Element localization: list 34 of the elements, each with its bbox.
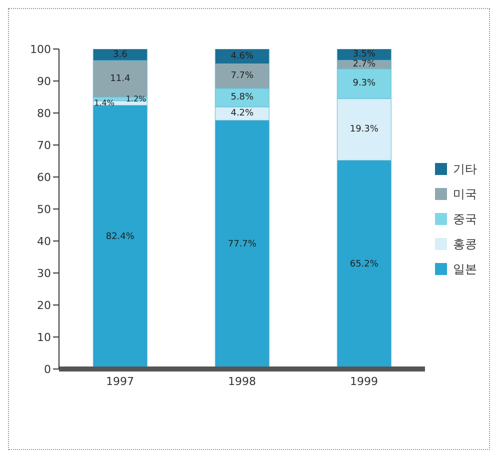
legend-label: 중국: [453, 210, 477, 228]
legend-label: 홍콩: [453, 236, 477, 252]
y-tick-label: 0: [44, 362, 51, 376]
x-tick-label: 1998: [228, 374, 256, 388]
data-label: 1.2%: [126, 94, 147, 104]
x-tick-label: 1999: [350, 374, 378, 388]
y-tick-label: 90: [37, 74, 51, 88]
y-tick-label: 40: [37, 234, 51, 248]
legend-label: 미국: [453, 186, 477, 202]
data-label: 2.7%: [352, 60, 376, 70]
data-label: 5.8%: [230, 92, 254, 103]
y-tick-label: 100: [30, 42, 51, 56]
data-label: 1.4%: [94, 98, 115, 108]
legend-label: 기타: [453, 160, 477, 178]
data-label: 65.2%: [350, 260, 379, 270]
y-tick-label: 50: [37, 202, 51, 216]
data-label: 19.3%: [350, 124, 379, 134]
data-label: 3.6: [112, 50, 128, 60]
data-label: 82.4%: [106, 232, 135, 242]
data-label: 4.6%: [230, 51, 254, 62]
data-label: 4.2%: [230, 108, 254, 119]
data-label: 3.5%: [352, 50, 376, 60]
y-tick-label: 20: [37, 298, 51, 312]
legend-label: 일본: [453, 260, 477, 278]
data-label: 9.3%: [352, 78, 376, 89]
data-label: 11.4: [110, 74, 130, 84]
data-label: 77.7%: [228, 240, 257, 250]
y-tick-label: 70: [37, 138, 51, 152]
y-tick-label: 60: [37, 170, 51, 184]
x-tick-label: 1997: [106, 374, 134, 388]
y-tick-label: 10: [37, 330, 51, 344]
y-tick-label: 30: [37, 266, 51, 280]
y-tick-label: 80: [37, 106, 51, 120]
data-label: 7.7%: [230, 71, 254, 82]
